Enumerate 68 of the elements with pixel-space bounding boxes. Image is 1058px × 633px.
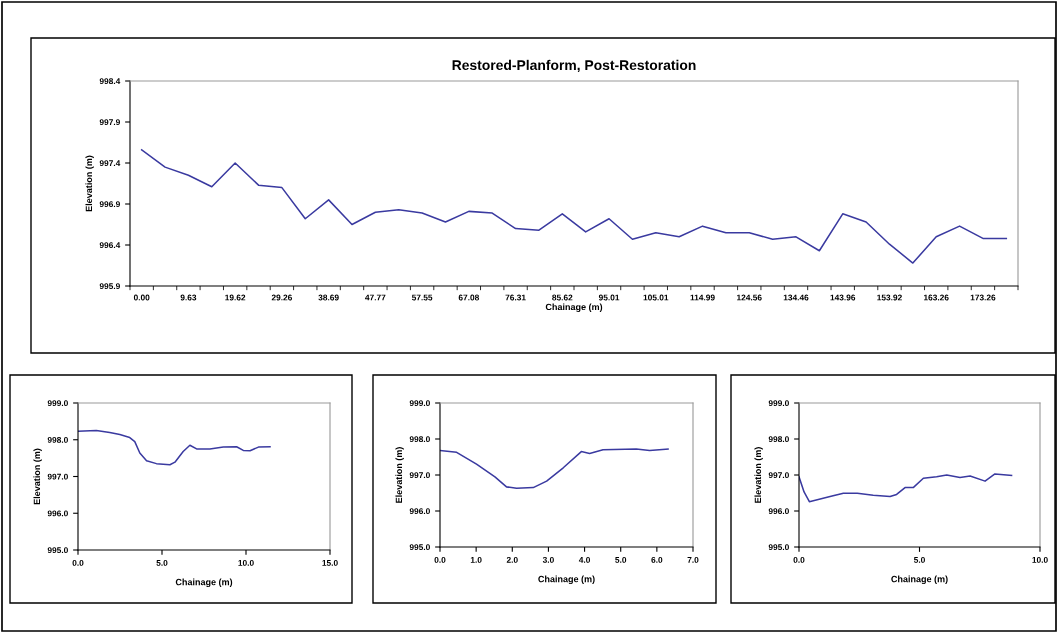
x-tick-label: 15.0 — [322, 559, 338, 566]
line-series — [440, 448, 669, 490]
x-tick-label: 0.0 — [434, 556, 446, 563]
x-tick-label: 114.99 — [690, 294, 715, 301]
x-tick-label: 76.31 — [505, 294, 526, 301]
x-tick-label: 4.0 — [578, 556, 591, 563]
x-tick-label: 153.92 — [877, 294, 902, 301]
x-tick-label: 134.46 — [783, 294, 809, 301]
y-tick-label: 997.0 — [47, 473, 68, 480]
x-tick-label: 124.56 — [737, 294, 762, 301]
y-axis-title: Elevation (m) — [754, 447, 763, 503]
x-tick-label: 2.0 — [506, 556, 518, 563]
y-axis-title: Elevation (m) — [33, 448, 42, 505]
y-tick-label: 999.0 — [47, 400, 68, 407]
y-tick-label: 996.9 — [99, 201, 120, 208]
x-tick-label: 29.26 — [271, 294, 293, 301]
x-tick-label: 10.0 — [1032, 556, 1048, 563]
x-tick-label: 10.0 — [238, 559, 254, 566]
y-tick-label: 998.0 — [47, 436, 68, 443]
y-tick-label: 996.0 — [47, 510, 68, 517]
y-tick-label: 995.0 — [47, 547, 68, 554]
y-tick-label: 996.0 — [409, 508, 430, 515]
y-tick-label: 996.4 — [99, 242, 121, 249]
x-tick-label: 57.55 — [411, 294, 433, 301]
y-tick-label: 998.0 — [409, 436, 430, 443]
x-tick-label: 67.08 — [458, 294, 480, 301]
x-tick-label: 5.0 — [156, 559, 168, 566]
y-axis-title: Elevation (m) — [85, 155, 94, 212]
x-tick-label: 47.77 — [365, 294, 386, 301]
x-tick-label: 0.0 — [793, 556, 805, 563]
y-tick-label: 997.9 — [99, 119, 120, 126]
x-tick-label: 7.0 — [687, 556, 699, 563]
x-tick-label: 0.00 — [133, 294, 150, 301]
x-tick-label: 0.0 — [72, 559, 84, 566]
x-tick-label: 19.62 — [225, 294, 246, 301]
line-series — [78, 429, 271, 466]
y-tick-label: 998.0 — [768, 436, 789, 443]
x-tick-label: 6.0 — [651, 556, 663, 563]
y-tick-label: 997.4 — [99, 160, 121, 167]
x-tick-label: 5.0 — [913, 556, 925, 563]
x-tick-label: 85.62 — [552, 294, 573, 301]
y-tick-label: 997.0 — [409, 472, 430, 479]
y-tick-label: 999.0 — [409, 400, 430, 407]
x-tick-label: 143.96 — [830, 294, 856, 301]
x-tick-label: 9.63 — [180, 294, 197, 301]
x-axis-title: Chainage (m) — [545, 303, 603, 312]
x-tick-label: 3.0 — [542, 556, 554, 563]
x-tick-label: 173.26 — [970, 294, 996, 301]
x-tick-label: 105.01 — [643, 294, 669, 301]
y-tick-label: 995.9 — [99, 283, 120, 290]
y-tick-label: 995.0 — [409, 544, 430, 551]
y-tick-label: 995.0 — [768, 544, 789, 551]
line-series — [140, 149, 1008, 264]
x-tick-label: 5.0 — [615, 556, 627, 563]
y-tick-label: 997.0 — [768, 472, 789, 479]
x-axis-title: Chainage (m) — [538, 575, 595, 585]
y-axis-title: Elevation (m) — [395, 447, 404, 503]
y-tick-label: 999.0 — [768, 400, 789, 407]
x-tick-label: 95.01 — [598, 294, 620, 301]
x-tick-label: 163.26 — [923, 294, 949, 301]
y-tick-label: 996.0 — [768, 508, 789, 515]
x-tick-label: 38.69 — [318, 294, 339, 301]
x-tick-label: 1.0 — [470, 556, 482, 563]
chart-title: Restored-Planform, Post-Restoration — [452, 59, 696, 73]
x-axis-title: Chainage (m) — [891, 575, 948, 585]
line-series — [799, 473, 1013, 503]
y-tick-label: 998.4 — [99, 78, 121, 85]
x-axis-title: Chainage (m) — [175, 578, 233, 588]
